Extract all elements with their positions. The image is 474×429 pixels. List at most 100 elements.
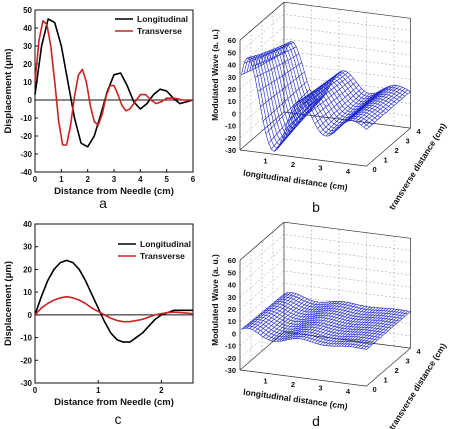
x-axis-title: Distance from Needle (cm) xyxy=(54,186,174,197)
x-tick-label: 1 xyxy=(59,175,64,184)
surface-mesh-line xyxy=(325,93,370,137)
x-tick-label: 6 xyxy=(191,175,196,184)
x-axis-title: longitudinal distance (cm) xyxy=(243,168,349,193)
surface-mesh-line xyxy=(260,297,305,336)
x-tick-label: 4 xyxy=(346,167,351,176)
z-tick-label: -10 xyxy=(225,342,236,351)
surface-mesh-line xyxy=(322,92,368,136)
x-tick-label: 3 xyxy=(112,175,117,184)
z-tick-label: 0 xyxy=(232,109,236,118)
surface-mesh-line xyxy=(287,82,332,122)
z-tick-label: -30 xyxy=(225,146,236,155)
surface-mesh-line xyxy=(262,80,308,122)
line-panel-c: -30 -20 -10 0 10 20 30 40 0 1 2 Distance from Needl… xyxy=(3,220,194,408)
z-gridline xyxy=(239,319,411,358)
x-tick-label: 5 xyxy=(164,175,169,184)
z-gridline xyxy=(239,234,411,273)
surface-mesh-line xyxy=(350,308,395,347)
z-tick-label: 20 xyxy=(228,85,236,94)
x-tick-label: 2 xyxy=(159,386,164,395)
surface-mesh-line xyxy=(333,307,379,347)
surface-mesh-line xyxy=(246,41,291,59)
surface-mesh-line xyxy=(366,311,411,350)
y-tick-label: 30 xyxy=(23,243,32,252)
z-gridline xyxy=(239,14,411,53)
y-axis-title: Displacement (μm) xyxy=(3,49,14,134)
surface-mesh-line xyxy=(339,307,384,347)
y-tick-label: -20 xyxy=(20,356,32,365)
z-gridline xyxy=(239,1,411,41)
x-tick-label: 1 xyxy=(263,157,267,166)
surface-mesh-line xyxy=(290,301,335,340)
y-tick-label: 4 xyxy=(417,347,422,356)
surface-mesh-line xyxy=(352,309,398,348)
y-tick-label: -30 xyxy=(20,379,32,388)
surface-mesh-line xyxy=(284,301,330,341)
z-tick-label: 40 xyxy=(228,281,236,290)
surface-mesh-line xyxy=(271,301,316,342)
y-tick-label: 10 xyxy=(23,288,32,297)
box-edge xyxy=(239,331,285,371)
y-tick-label: 1 xyxy=(384,376,388,385)
surface-mesh-line xyxy=(352,85,398,122)
box-edge xyxy=(239,221,285,261)
surface-mesh-line xyxy=(284,87,330,131)
y-tick-label: 50 xyxy=(23,6,32,15)
surface-mesh-line xyxy=(344,308,389,347)
surface-mesh-line xyxy=(298,70,343,102)
surface-mesh-line xyxy=(317,305,362,345)
y-tick-label: -30 xyxy=(20,150,32,159)
surface-mesh-line xyxy=(265,88,311,134)
z-tick-label: -30 xyxy=(225,366,236,375)
surface-mesh-line xyxy=(243,292,289,329)
z-tick-label: 50 xyxy=(228,268,236,277)
surface-mesh-line xyxy=(311,81,357,119)
z-axis-title: Modulated Wave (a. u.) xyxy=(210,29,220,121)
box-edge xyxy=(283,331,411,349)
series-line-longitudinal xyxy=(34,18,194,148)
surface-mesh-line xyxy=(295,301,340,339)
y-tick-label: -10 xyxy=(20,114,32,123)
z-gridline xyxy=(239,26,411,65)
legend-label: Longitudinal xyxy=(140,239,191,249)
box-edge xyxy=(239,111,285,151)
y-tick-label: -20 xyxy=(20,132,32,141)
x-tick-label: 2 xyxy=(291,380,295,389)
x-tick-label: 4 xyxy=(346,387,351,396)
box-edge xyxy=(239,149,367,167)
y-tick-label: 10 xyxy=(23,78,32,87)
surface-mesh-line xyxy=(254,53,300,78)
surface-mesh-line xyxy=(358,309,403,349)
z-tick-label: 10 xyxy=(228,97,236,106)
y-tick-label: 40 xyxy=(23,24,32,33)
y-tick-label: 3 xyxy=(406,357,410,366)
surface-mesh-line xyxy=(257,295,302,334)
surface-mesh-line xyxy=(268,300,313,341)
surface-mesh-line xyxy=(301,301,346,340)
y-tick-label: 2 xyxy=(395,366,399,375)
surface-mesh-line xyxy=(328,93,373,137)
surface-mesh-line xyxy=(344,86,389,124)
y-axis-title: Displacement (μm) xyxy=(3,261,14,346)
panel-letter: d xyxy=(312,413,320,429)
surface-mesh-line xyxy=(241,292,286,330)
surface-mesh-line xyxy=(358,86,403,124)
surface-mesh-line xyxy=(285,41,411,101)
surface-mesh-line xyxy=(350,84,395,121)
surface-mesh-line xyxy=(309,78,354,113)
surface-mesh-line xyxy=(262,298,308,338)
x-axis-title: longitudinal distance (cm) xyxy=(243,387,349,412)
z-tick-label: 20 xyxy=(228,305,236,314)
y-tick-label: 20 xyxy=(23,265,32,274)
y-tick-label: 40 xyxy=(23,220,32,229)
z-tick-label: 50 xyxy=(228,48,236,57)
z-gridline xyxy=(239,331,411,371)
y-tick-label: 2 xyxy=(395,146,399,155)
box-edge xyxy=(366,127,411,167)
z-gridline xyxy=(239,221,411,261)
y-tick-label: 0 xyxy=(28,311,33,320)
z-tick-label: 60 xyxy=(228,256,236,265)
legend-label: Transverse xyxy=(140,251,185,261)
surface-mesh-line xyxy=(282,301,327,342)
